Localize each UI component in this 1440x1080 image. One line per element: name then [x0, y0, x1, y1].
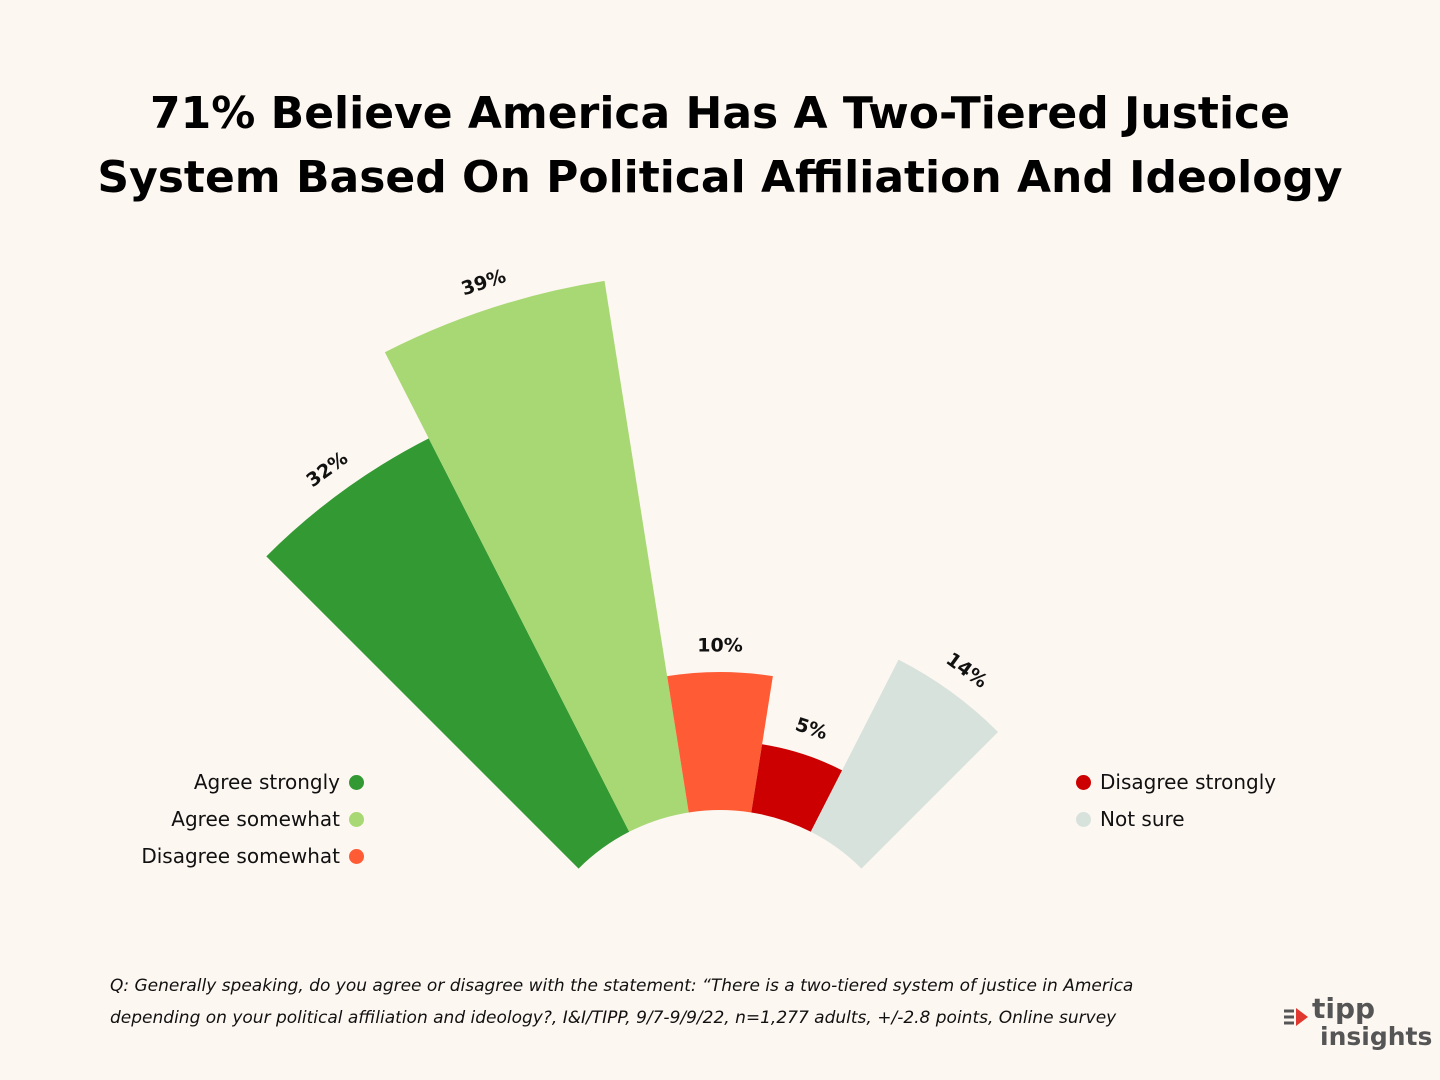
sector-disagree-strongly: [751, 744, 843, 832]
chart-title-line-2: System Based On Political Affiliation An…: [97, 152, 1343, 203]
legend-dot-icon: [349, 848, 364, 864]
legend-label: Disagree strongly: [1100, 770, 1277, 794]
legend-label: Not sure: [1100, 807, 1185, 831]
legend-dot-icon: [349, 774, 364, 790]
legend-item-agree-somewhat: Agree somewhat: [141, 805, 364, 833]
arrow-icon: [1284, 1008, 1308, 1026]
sector-disagree-somewhat: [667, 672, 773, 813]
legend-left: Agree strongly Agree somewhat Disagree som…: [141, 768, 364, 879]
value-label-agree-somewhat: 39%: [459, 265, 509, 300]
footnote-line-2: depending on your political affiliation …: [110, 1008, 1117, 1028]
tipp-insights-logo: tipp insights: [1282, 992, 1433, 1058]
chart-title: 71% Believe America Has A Two-Tiered Jus…: [60, 82, 1380, 210]
logo-word-insights: insights: [1320, 1022, 1433, 1051]
footnote-line-1: Q: Generally speaking, do you agree or d…: [110, 976, 1134, 996]
legend-label: Disagree somewhat: [141, 844, 340, 868]
legend-dot-icon: [349, 811, 364, 827]
legend-dot-icon: [1076, 811, 1091, 827]
value-label-agree-strongly: 32%: [302, 447, 352, 492]
value-label-not-sure: 14%: [942, 648, 992, 693]
legend-item-disagree-strongly: Disagree strongly: [1076, 768, 1276, 796]
legend-right: Disagree strongly Not sure: [1076, 768, 1276, 842]
legend-dot-icon: [1076, 774, 1091, 790]
sector-agree-strongly: [266, 438, 630, 869]
legend-label: Agree strongly: [193, 770, 340, 794]
value-label-disagree-somewhat: 10%: [697, 635, 742, 657]
legend-label: Agree somewhat: [171, 807, 340, 831]
legend-item-disagree-somewhat: Disagree somewhat: [141, 842, 364, 870]
value-label-disagree-strongly: 5%: [793, 714, 830, 745]
legend-item-not-sure: Not sure: [1076, 805, 1276, 833]
legend-item-agree-strongly: Agree strongly: [141, 768, 364, 796]
sector-not-sure: [810, 659, 999, 869]
footnote: Q: Generally speaking, do you agree or d…: [110, 970, 1280, 1034]
sector-agree-somewhat: [384, 280, 689, 832]
logo-word-tipp: tipp: [1312, 992, 1376, 1025]
chart-title-line-1: 71% Believe America Has A Two-Tiered Jus…: [150, 88, 1290, 139]
